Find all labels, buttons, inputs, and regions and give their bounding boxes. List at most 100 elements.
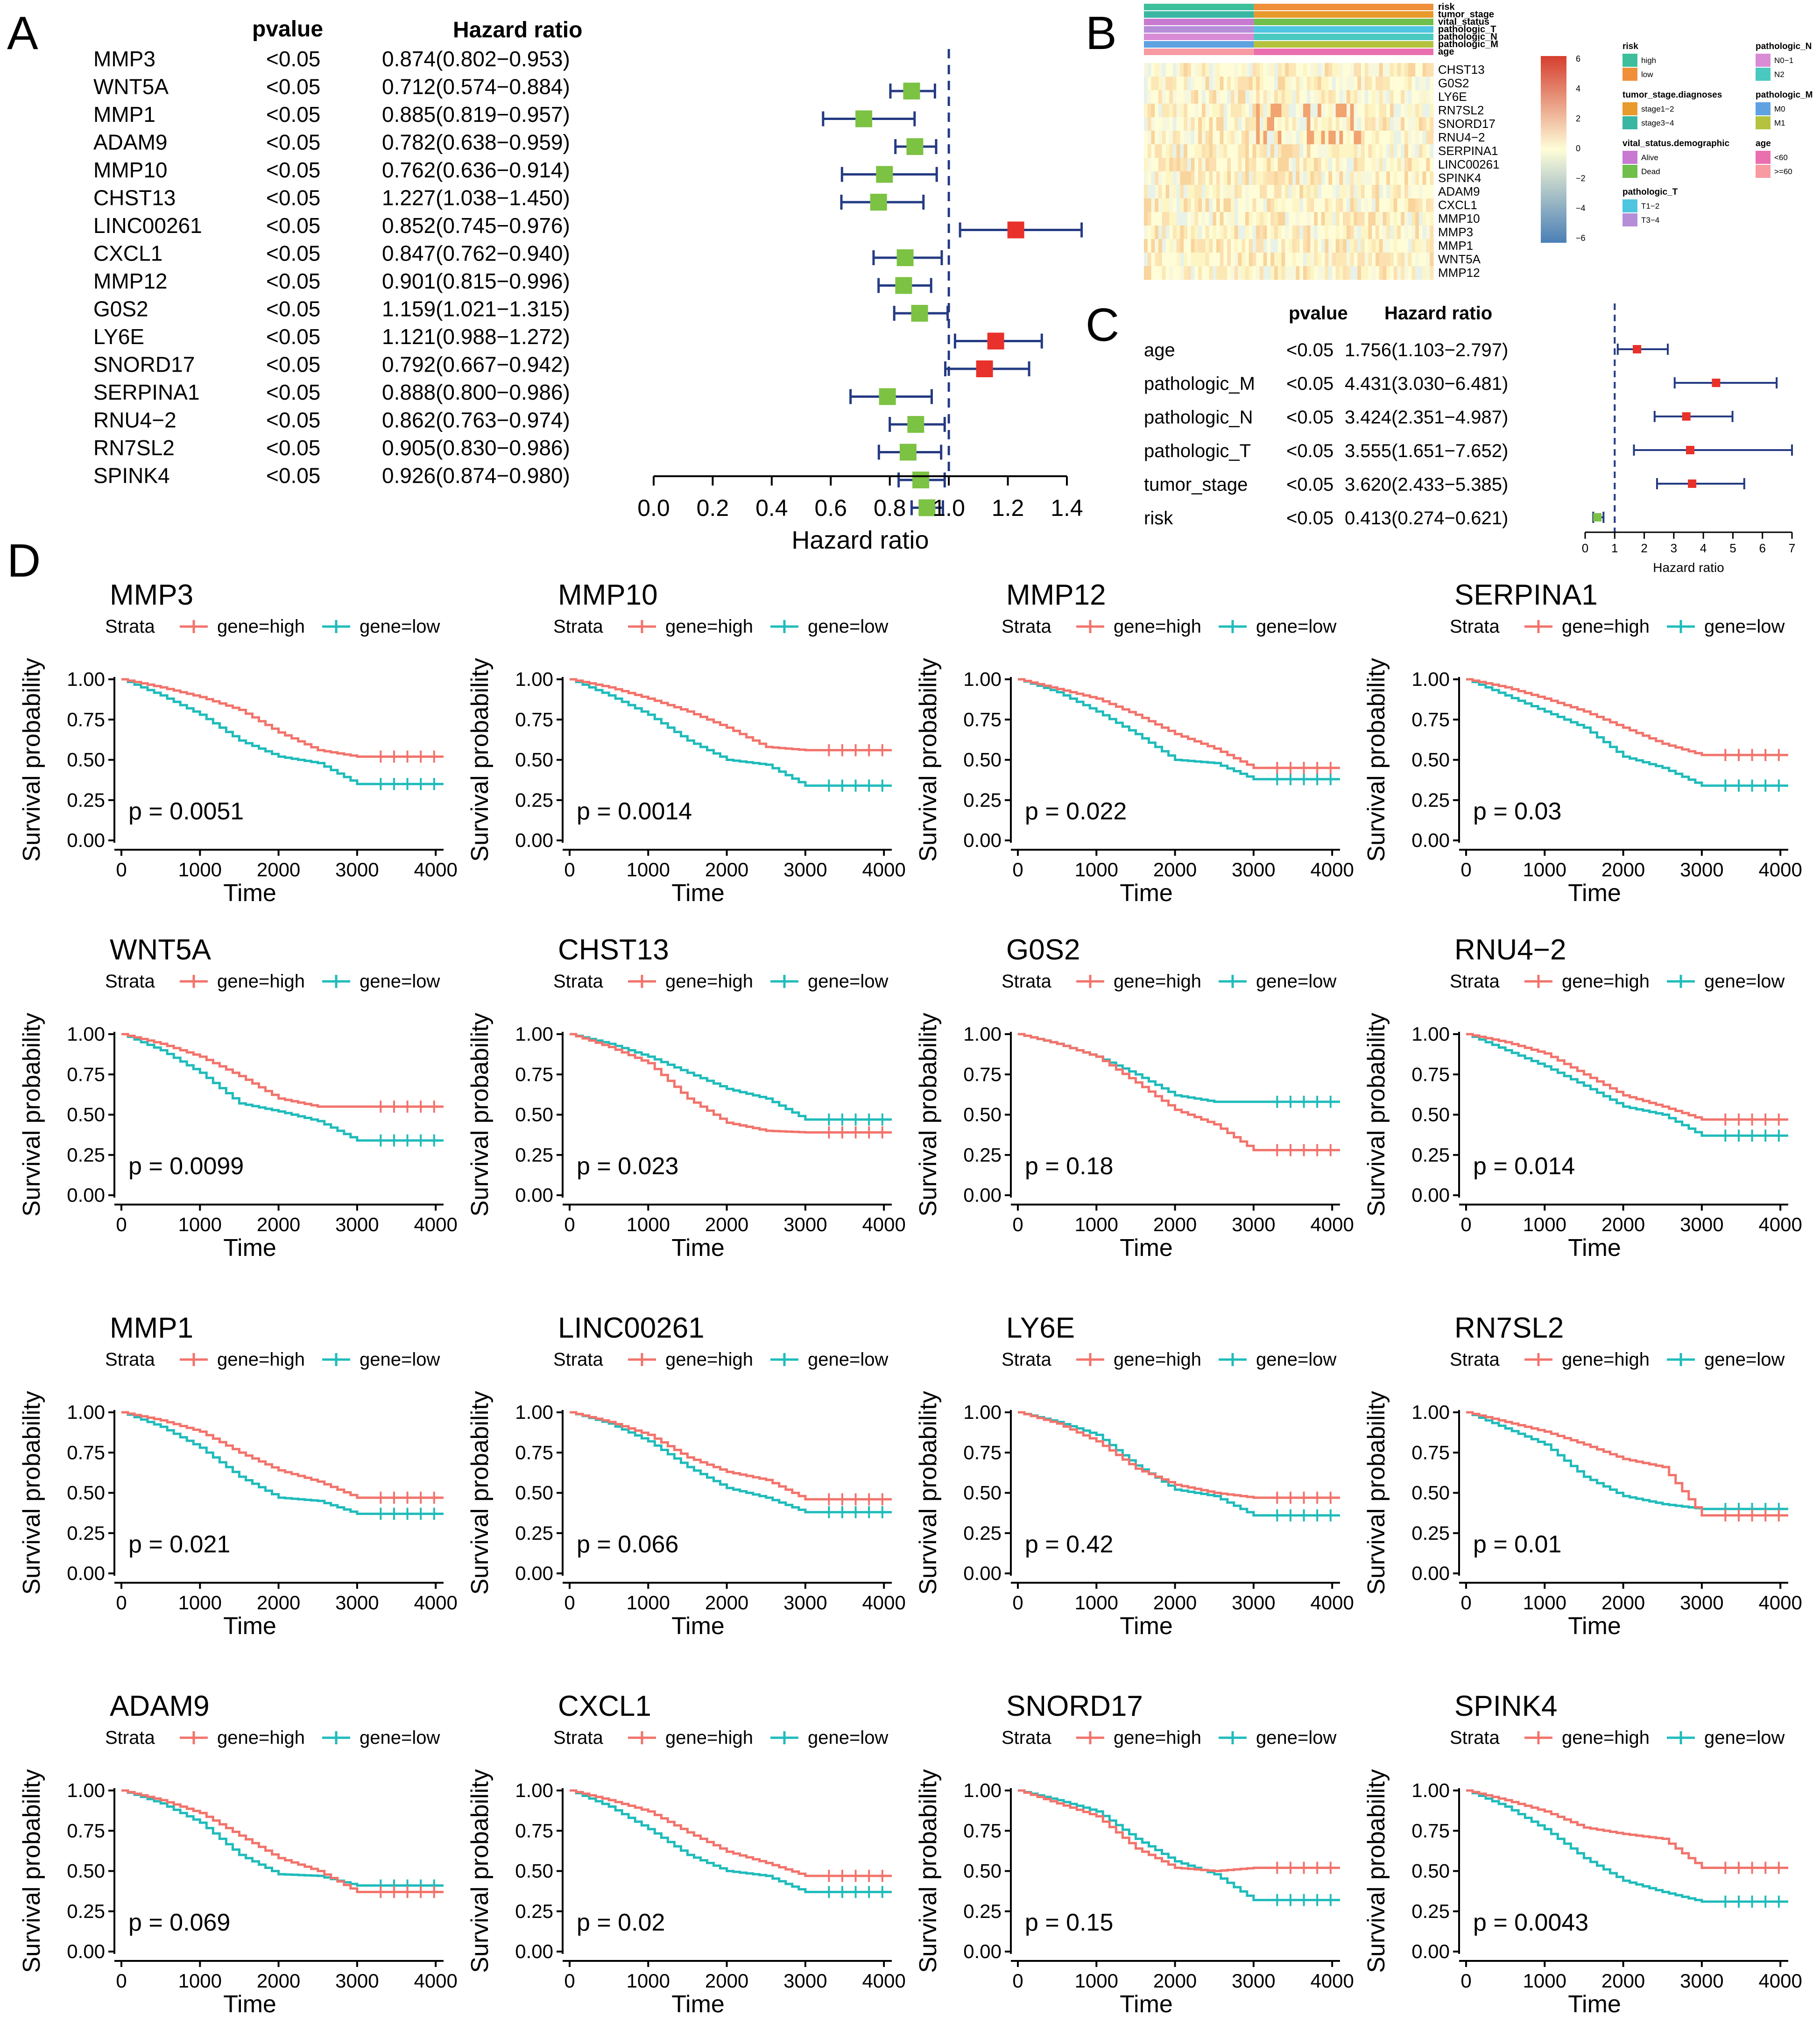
y-tick-label: 0.00 [67,1562,105,1584]
heatmap-cell [1198,266,1202,280]
heatmap-cell [1162,226,1166,240]
heatmap-cell [1289,144,1293,158]
heatmap-cell [1231,212,1235,226]
heatmap-cell [1296,131,1300,145]
x-tick-label: 4000 [862,1592,905,1614]
heatmap-cell [1155,77,1159,91]
heatmap-cell [1176,77,1180,91]
heatmap-cell [1198,212,1202,226]
heatmap-cell [1325,131,1329,145]
heatmap-cell [1245,104,1249,118]
heatmap-cell [1281,158,1285,172]
row-variable-label: tumor_stage [1144,474,1248,495]
heatmap-cell [1191,104,1195,118]
legend-title: age [1756,139,1771,148]
heatmap-cell [1419,253,1423,267]
heatmap-cell [1223,239,1227,253]
y-tick-label: 0.75 [67,1063,105,1085]
heatmap-cell [1325,158,1329,172]
heatmap-cell [1277,144,1282,158]
legend-swatch [1622,213,1637,226]
colorbar-tick: −4 [1576,204,1586,213]
x-tick-label: 0 [116,859,127,881]
heatmap-cell [1386,131,1390,145]
heatmap-cell [1191,144,1195,158]
heatmap-cell [1191,226,1195,240]
km-gene-title: LINC00261 [558,1312,705,1344]
heatmap-cell [1299,117,1304,131]
heatmap-cell [1267,63,1271,77]
heatmap-cell [1376,158,1380,172]
heatmap-cell [1430,198,1434,212]
heatmap-cell [1213,239,1217,253]
header-pvalue: pvalue [252,17,323,42]
x-tick-label: 4000 [1758,1592,1802,1614]
heatmap-cell [1296,104,1300,118]
heatmap-cell [1419,90,1423,104]
gene-row-label: RNU4−2 [1438,130,1485,144]
heatmap-cell [1223,117,1227,131]
heatmap-cell [1223,266,1227,280]
heatmap-cell [1285,90,1289,104]
heatmap-cell [1151,131,1155,145]
x-tick-label: 3000 [783,1970,827,1992]
x-tick-label: 2000 [1153,1213,1197,1235]
heatmap-cell [1426,90,1430,104]
heatmap-cell [1357,144,1361,158]
annotation-row-label: vital_status [1438,17,1489,27]
x-tick-label: 2000 [257,859,300,881]
heatmap-cell [1277,226,1282,240]
heatmap-cell [1187,266,1192,280]
heatmap-cell [1411,226,1416,240]
heatmap-cell [1263,171,1267,185]
heatmap-cell [1158,90,1163,104]
heatmap-cell [1419,198,1423,212]
annotation-bar-seg [1254,34,1433,40]
heatmap-cell [1147,239,1151,253]
heatmap-cell [1401,77,1405,91]
heatmap-cell [1162,239,1166,253]
heatmap-cell [1231,131,1235,145]
heatmap-cell [1202,171,1206,185]
heatmap-cell [1328,63,1333,77]
heatmap-cell [1415,144,1419,158]
heatmap-cell [1372,226,1376,240]
heatmap-cell [1158,198,1163,212]
km-gene-title: SPINK4 [1454,1690,1558,1722]
heatmap-cell [1310,226,1314,240]
heatmap-cell [1393,117,1397,131]
heatmap-cell [1430,158,1434,172]
heatmap-cell [1155,212,1159,226]
heatmap-cell [1354,226,1358,240]
legend-high-label: gene=high [1562,1349,1650,1370]
heatmap-cell [1383,198,1387,212]
legend-high-label: gene=high [217,1727,305,1748]
heatmap-cell [1408,77,1412,91]
heatmap-cell [1209,198,1213,212]
y-axis-title: Survival probability [915,1769,942,1973]
heatmap-cell [1194,253,1199,267]
heatmap-cell [1376,144,1380,158]
heatmap-cell [1285,266,1289,280]
heatmap-cell [1357,63,1361,77]
heatmap-cell [1364,185,1369,199]
heatmap-cell [1426,171,1430,185]
heatmap-cell [1314,144,1318,158]
heatmap-cell [1245,117,1249,131]
heatmap-cell [1361,239,1365,253]
heatmap-cell [1205,90,1209,104]
heatmap-cell [1422,253,1426,267]
heatmap-cell [1390,104,1394,118]
heatmap-cell [1205,144,1209,158]
heatmap-cell [1191,117,1195,131]
heatmap-cell [1184,63,1188,77]
heatmap-cell [1249,90,1253,104]
heatmap-cell [1209,104,1213,118]
heatmap-cell [1231,171,1235,185]
heatmap-cell [1270,185,1275,199]
legend-title: tumor_stage.diagnoses [1622,90,1722,100]
heatmap-cell [1303,171,1307,185]
heatmap-cell [1354,253,1358,267]
